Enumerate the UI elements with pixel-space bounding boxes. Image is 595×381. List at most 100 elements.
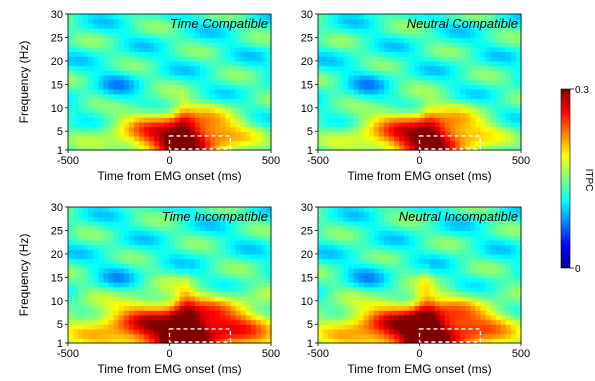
heatmap-cell [144, 310, 150, 316]
heatmap-cell [465, 89, 471, 95]
heatmap-cell [133, 296, 140, 302]
heatmap-cell [139, 37, 145, 43]
heatmap-cell [373, 121, 380, 128]
heatmap-cell [480, 324, 487, 330]
heatmap-cell [399, 79, 405, 85]
heatmap-cell [88, 272, 94, 278]
heatmap-cell [133, 319, 140, 325]
heatmap-cell [164, 60, 171, 67]
heatmap-cell [409, 74, 416, 81]
heatmap-cell [368, 74, 375, 81]
heatmap-cell [368, 286, 375, 293]
heatmap-cell [394, 258, 400, 264]
heatmap-cell [475, 18, 481, 24]
heatmap-cell [358, 216, 365, 222]
y-tick-label: 30 [301, 202, 313, 214]
heatmap-cell [399, 286, 405, 293]
heatmap-cell [93, 310, 100, 316]
heatmap-cell [373, 70, 380, 76]
heatmap-cell [505, 286, 512, 293]
heatmap-cell [240, 51, 247, 57]
heatmap-cell [343, 65, 350, 71]
heatmap-cell [154, 140, 160, 146]
heatmap-cell [98, 230, 105, 236]
heatmap-cell [210, 272, 216, 278]
heatmap-cell [215, 267, 221, 274]
heatmap-cell [220, 249, 226, 255]
heatmap-cell [328, 253, 334, 260]
heatmap-cell [378, 65, 385, 71]
heatmap-cell [495, 235, 502, 241]
heatmap-cell [220, 211, 226, 217]
heatmap-cell [444, 272, 451, 278]
heatmap-cell [189, 42, 196, 48]
heatmap-cell [333, 207, 339, 213]
heatmap-cell [154, 230, 160, 236]
heatmap-cell [434, 277, 441, 283]
heatmap-cell [123, 333, 130, 339]
heatmap-cell [449, 333, 456, 339]
heatmap-cell [128, 235, 135, 241]
heatmap-cell [199, 310, 206, 316]
heatmap-cell [424, 117, 431, 123]
heatmap-cell [510, 89, 517, 95]
heatmap-cell [123, 300, 130, 307]
heatmap-cell [368, 140, 375, 146]
heatmap-cell [419, 333, 426, 339]
heatmap-cell [358, 258, 365, 264]
heatmap-cell [128, 225, 135, 232]
heatmap-cell [505, 267, 512, 274]
heatmap-cell [444, 51, 451, 57]
heatmap-cell [250, 140, 257, 146]
heatmap-cell [78, 145, 84, 151]
heatmap-cell [505, 263, 512, 269]
heatmap-cell [328, 225, 334, 232]
heatmap-cell [93, 103, 100, 109]
heatmap-cell [409, 277, 416, 283]
heatmap-cell [424, 98, 431, 104]
heatmap-cell [318, 70, 324, 76]
heatmap-cell [348, 272, 355, 278]
heatmap-cell [235, 282, 242, 288]
heatmap-cell [225, 305, 231, 311]
heatmap-cell [194, 282, 201, 288]
heatmap-cell [323, 107, 329, 114]
heatmap-cell [470, 42, 476, 48]
heatmap-cell [159, 23, 166, 29]
heatmap-cell [159, 37, 166, 43]
heatmap-cell [225, 235, 231, 241]
heatmap-cell [485, 121, 492, 128]
heatmap-cell [439, 131, 446, 137]
heatmap-cell [399, 14, 405, 20]
heatmap-cell [338, 135, 344, 142]
heatmap-cell [419, 103, 426, 109]
heatmap-cell [419, 135, 426, 142]
heatmap-cell [368, 60, 375, 67]
heatmap-cell [225, 207, 231, 213]
heatmap-cell [205, 324, 211, 330]
heatmap-cell [139, 319, 145, 325]
heatmap-cell [103, 140, 110, 146]
heatmap-cell [348, 145, 355, 151]
heatmap-cell [215, 239, 221, 246]
heatmap-cell [424, 131, 431, 137]
heatmap-cell [128, 319, 135, 325]
heatmap-cell [179, 235, 186, 241]
heatmap-cell [199, 324, 206, 330]
heatmap-cell [199, 328, 206, 335]
heatmap-cell [399, 117, 405, 123]
heatmap-cell [485, 291, 492, 297]
heatmap-cell [500, 23, 507, 29]
heatmap-cell [215, 70, 221, 76]
heatmap-cell [460, 121, 466, 128]
heatmap-cell [348, 107, 355, 114]
heatmap-cell [265, 121, 272, 128]
heatmap-cell [184, 324, 191, 330]
heatmap-cell [495, 324, 502, 330]
heatmap-cell [353, 272, 360, 278]
heatmap-cell [118, 239, 125, 246]
heatmap-cell [343, 37, 350, 43]
heatmap-cell [434, 93, 441, 100]
heatmap-cell [245, 32, 252, 39]
heatmap-cell [215, 14, 221, 20]
